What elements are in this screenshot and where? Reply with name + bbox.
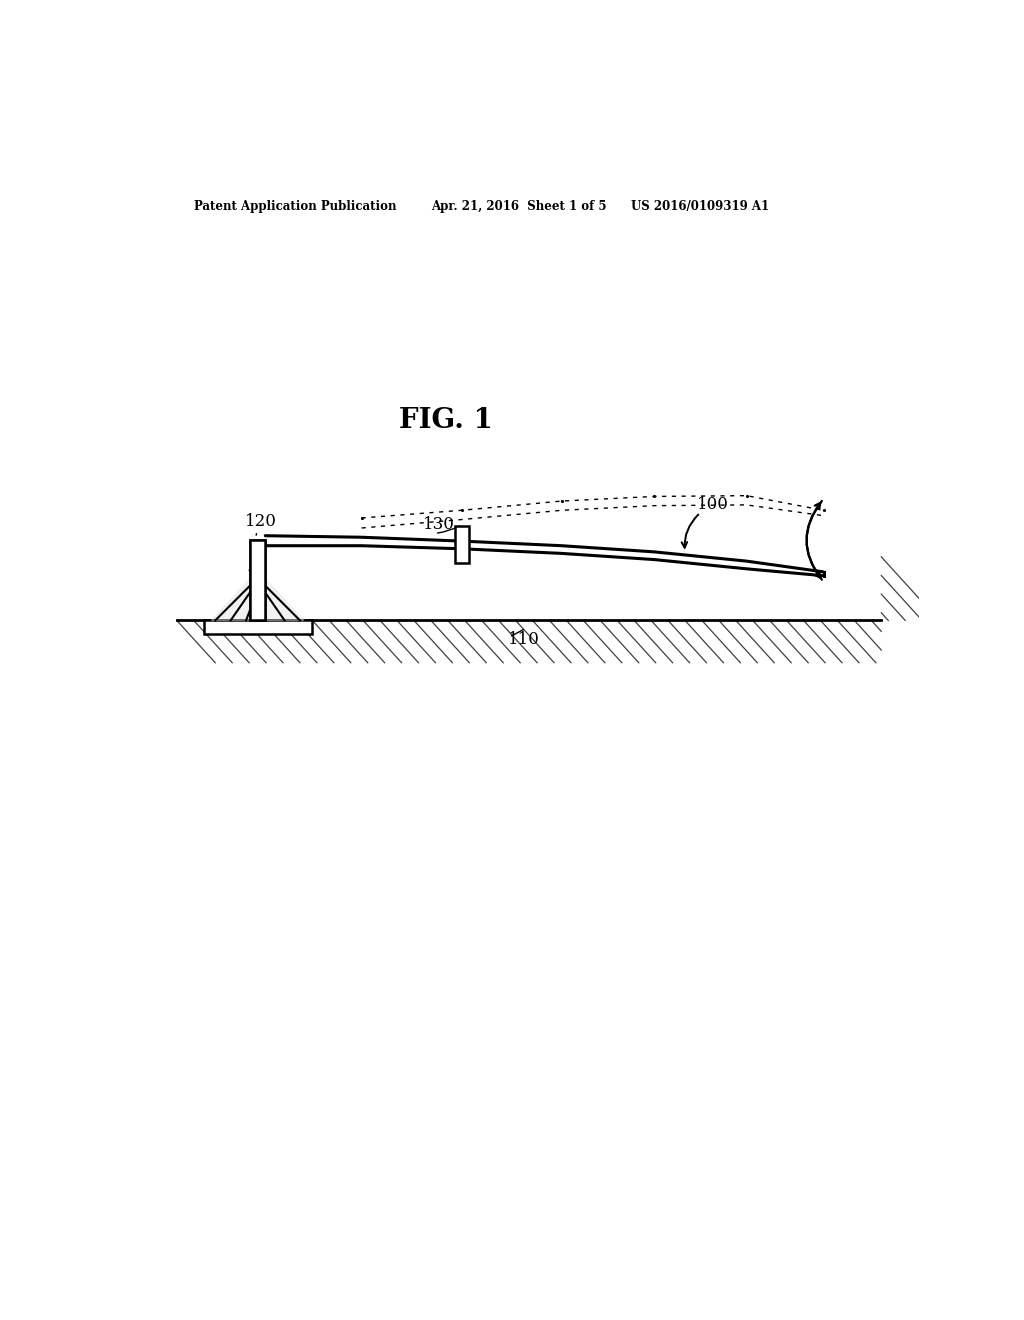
Text: US 2016/0109319 A1: US 2016/0109319 A1 xyxy=(631,199,769,213)
Polygon shape xyxy=(211,570,304,620)
Bar xyxy=(204,620,311,635)
Text: 130: 130 xyxy=(423,516,455,533)
Text: FIG. 1: FIG. 1 xyxy=(399,407,494,434)
Bar xyxy=(455,527,469,564)
Text: 120: 120 xyxy=(245,513,276,531)
Text: 110: 110 xyxy=(508,631,540,648)
Text: Apr. 21, 2016  Sheet 1 of 5: Apr. 21, 2016 Sheet 1 of 5 xyxy=(431,199,606,213)
Text: 100: 100 xyxy=(696,496,728,513)
Bar xyxy=(250,540,265,620)
Bar xyxy=(250,540,265,620)
Text: Patent Application Publication: Patent Application Publication xyxy=(194,199,396,213)
